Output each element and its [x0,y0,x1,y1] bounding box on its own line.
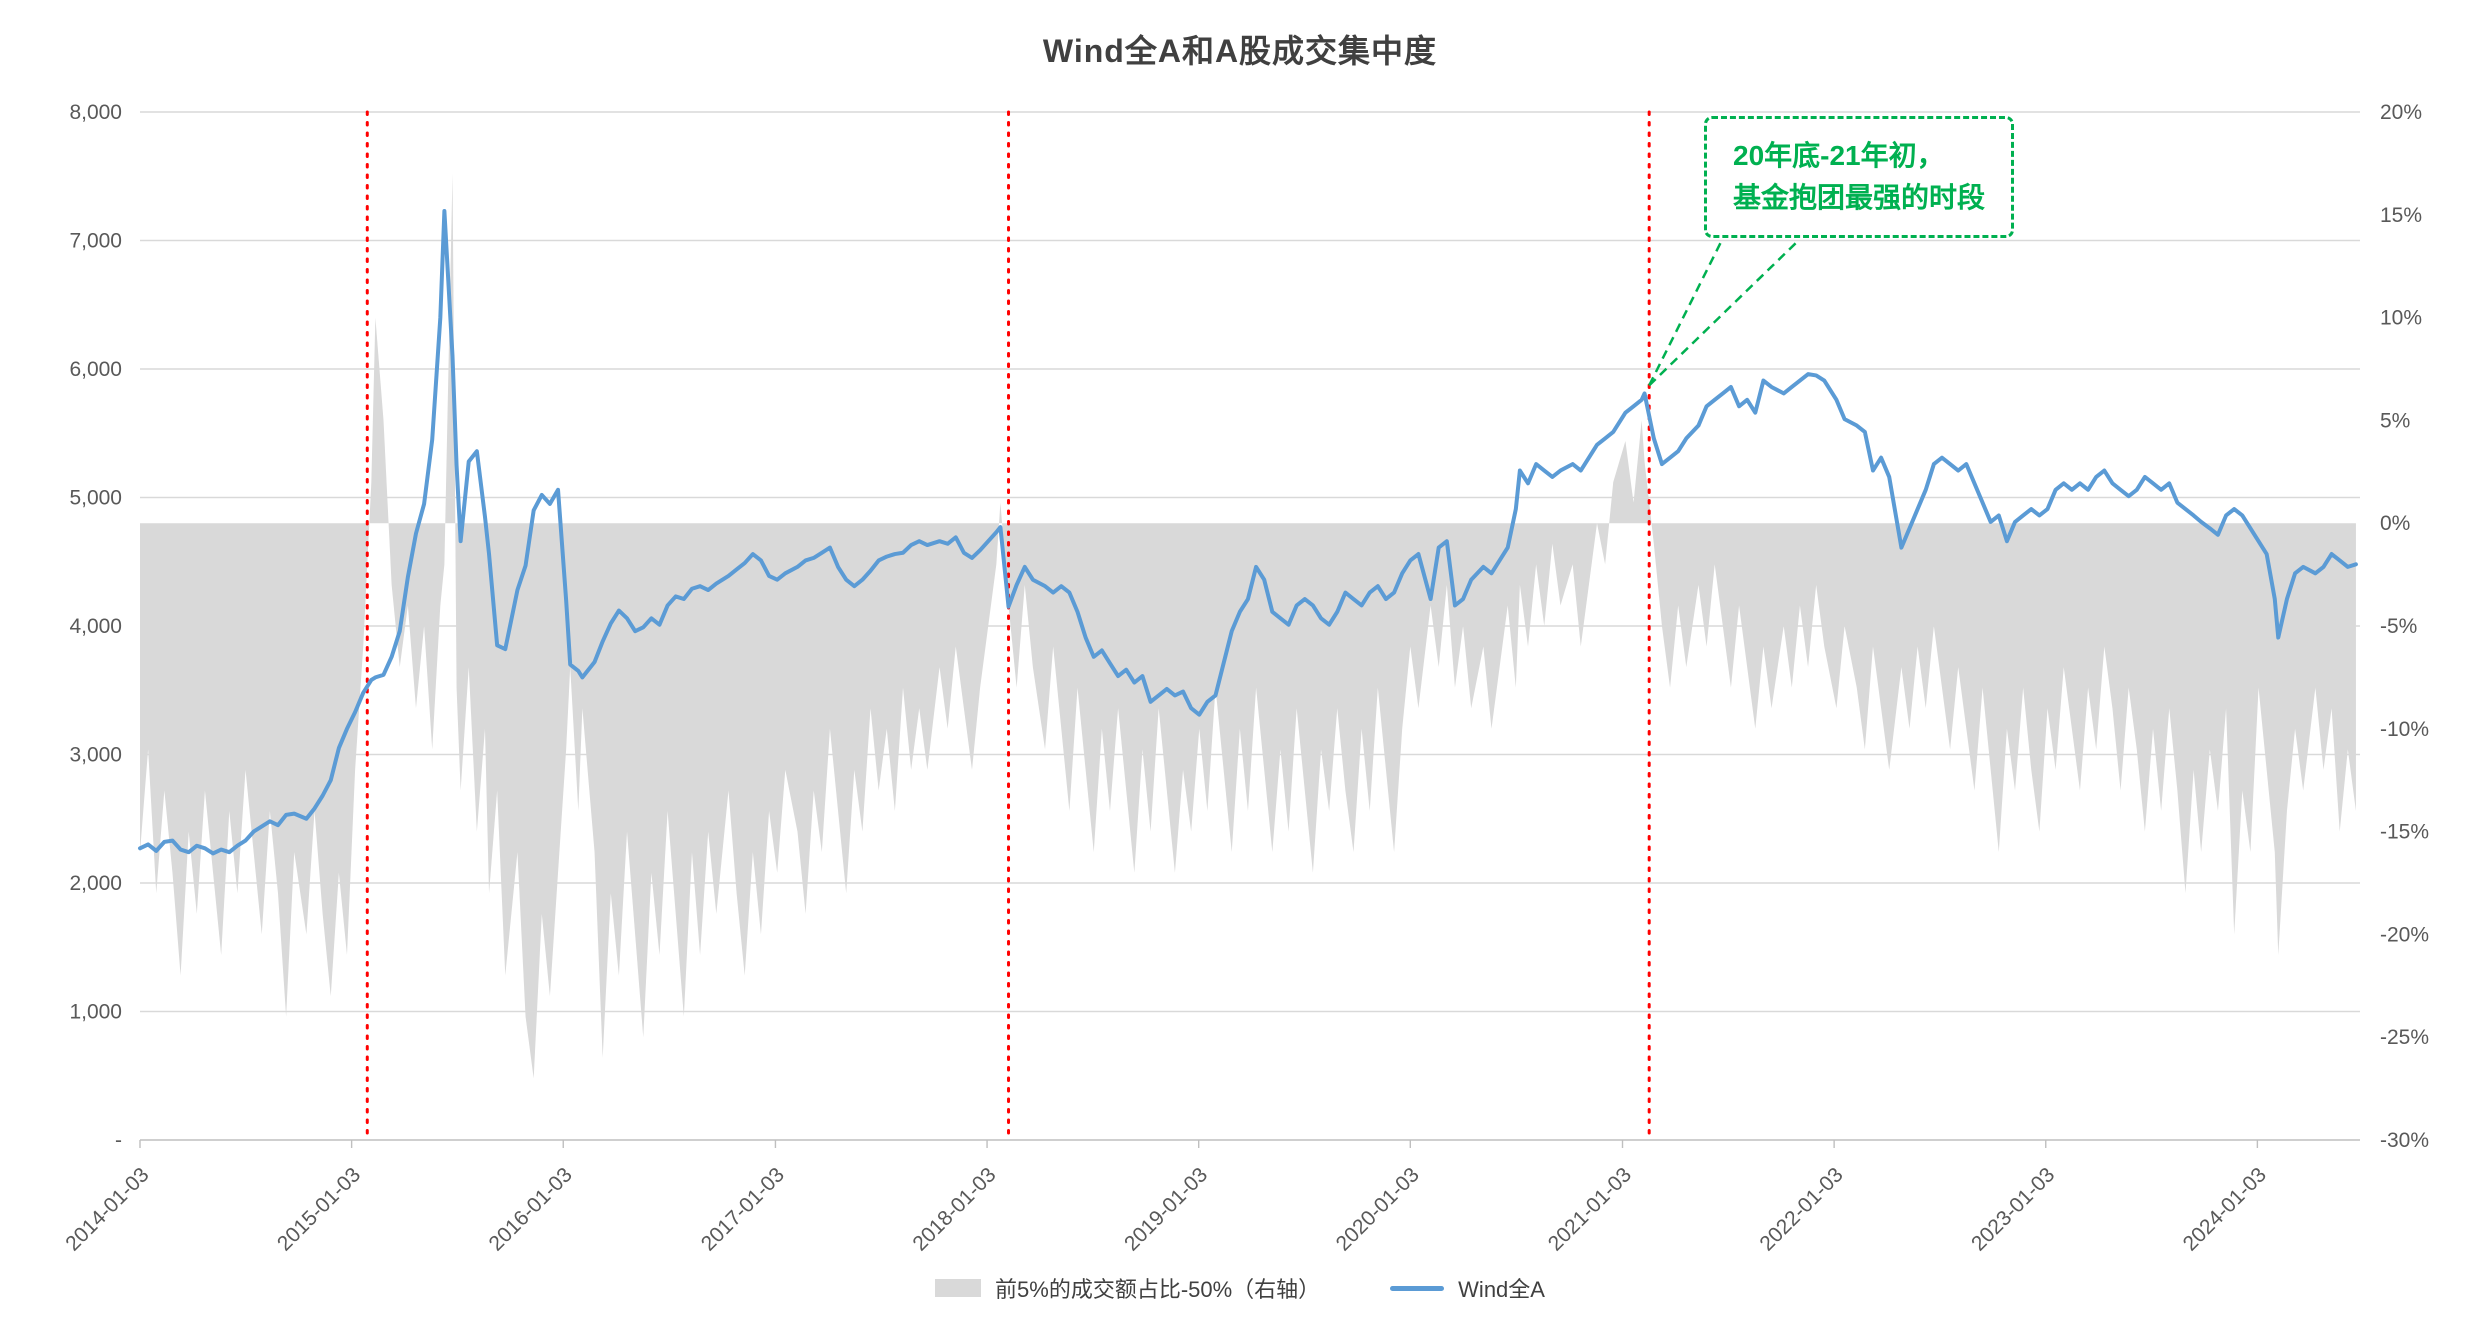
left-axis-tick-label: 6,000 [69,358,122,381]
callout-tail-line [1648,239,1724,386]
chart-legend: 前5%的成交额占比-50%（右轴） Wind全A [0,1272,2480,1304]
legend-label-winda: Wind全A [1458,1277,1545,1302]
right-axis-tick-label: -15% [2380,821,2429,844]
left-axis-tick-label: 2,000 [69,872,122,895]
right-axis-tick-label: 0% [2380,512,2410,535]
x-axis-tick-label: 2014-01-03 [61,1163,153,1255]
concentration-area-series [140,173,2356,1079]
left-axis-tick-label: - [115,1129,122,1152]
left-axis-tick-label: 1,000 [69,1001,122,1024]
left-axis-tick-label: 7,000 [69,230,122,253]
annotation-line-2: 基金抱团最强的时段 [1733,182,1986,213]
left-axis-tick-label: 8,000 [69,101,122,124]
right-axis-tick-label: 15% [2380,204,2422,227]
legend-label-concentration: 前5%的成交额占比-50%（右轴） [995,1277,1321,1302]
right-axis-tick-label: -30% [2380,1129,2429,1152]
left-axis-tick-label: 4,000 [69,615,122,638]
legend-item-winda: Wind全A [1390,1272,1545,1304]
right-axis-tick-label: -25% [2380,1026,2429,1049]
winda-line-series [138,208,2358,856]
right-axis-tick-label: 20% [2380,101,2422,124]
right-axis-tick-label: -5% [2380,615,2417,638]
line-swatch-icon [1390,1285,1445,1291]
legend-item-concentration: 前5%的成交额占比-50%（右轴） [935,1272,1320,1304]
x-axis-tick-label: 2015-01-03 [273,1163,365,1255]
x-axis-tick-label: 2020-01-03 [1332,1163,1424,1255]
x-axis-tick-label: 2018-01-03 [908,1163,1000,1255]
right-axis-tick-label: -20% [2380,923,2429,946]
x-axis-tick-label: 2017-01-03 [697,1163,789,1255]
left-axis-tick-label: 5,000 [69,487,122,510]
x-axis-tick-label: 2016-01-03 [485,1163,577,1255]
x-axis-tick-label: 2019-01-03 [1120,1163,1212,1255]
right-axis-tick-label: 10% [2380,307,2422,330]
right-axis-tick-label: 5% [2380,409,2410,432]
annotation-callout: 20年底-21年初， 基金抱团最强的时段 [1704,116,2015,238]
area-swatch-icon [935,1279,982,1297]
callout-tail-line [1648,239,1800,387]
right-axis-tick-label: -10% [2380,718,2429,741]
x-axis-tick-label: 2023-01-03 [1967,1163,2059,1255]
x-axis-tick-label: 2021-01-03 [1544,1163,1636,1255]
annotation-line-1: 20年底-21年初， [1733,140,1945,171]
x-axis-tick-label: 2024-01-03 [2179,1163,2271,1255]
page-title: Wind全A和A股成交集中度 [1042,33,1438,69]
left-axis-tick-label: 3,000 [69,744,122,767]
x-axis-tick-label: 2022-01-03 [1755,1163,1847,1255]
